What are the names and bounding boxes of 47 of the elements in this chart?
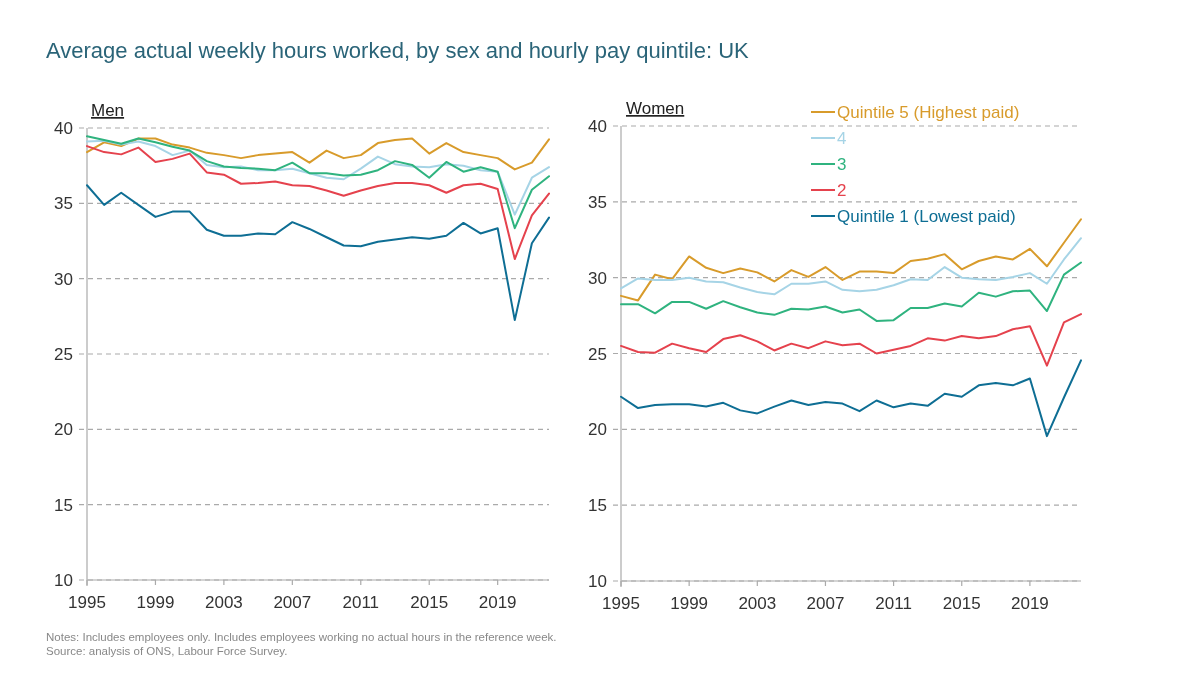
line-series (620, 313, 1082, 367)
x-tick-label: 2003 (204, 593, 243, 612)
line-series (620, 261, 1082, 322)
text: Notes: Includes employees only. Includes employees working no actual hours in the reference week. (46, 631, 557, 643)
y-tick-label: 35 (588, 192, 607, 212)
x-tick-label: 1999 (670, 594, 709, 613)
legend-label: Quintile 5 (Highest paid) (837, 103, 1020, 122)
legend-label: 4 (837, 129, 847, 148)
legend-label: 2 (837, 181, 847, 200)
y-tick-label: 30 (588, 268, 607, 288)
line-series (86, 145, 550, 261)
y-tick-label: 25 (54, 345, 73, 364)
x-tick-label: 2007 (806, 594, 845, 613)
x-tick-label: 2019 (478, 593, 517, 612)
y-tick-label: 15 (588, 496, 607, 516)
chart-subtitle: Men (91, 101, 125, 120)
y-tick-label: 10 (588, 572, 607, 591)
legend-label: 3 (837, 155, 847, 174)
line-series (86, 137, 550, 171)
line-series (86, 139, 550, 216)
chart-title: Average actual weekly hours worked, by sex and hourly pay quintile: UK (46, 38, 750, 63)
x-tick-label: 2019 (1010, 594, 1049, 613)
y-tick-label: 35 (54, 194, 73, 214)
x-tick-label: 2015 (942, 594, 981, 613)
y-tick-label: 30 (54, 269, 73, 289)
x-tick-label: 1995 (68, 593, 106, 612)
x-tick-label: 2007 (273, 593, 312, 612)
x-tick-label: 2015 (410, 593, 449, 612)
x-tick-label: 2011 (342, 593, 380, 612)
y-tick-label: 20 (54, 420, 73, 440)
source-note: Source: analysis of ONS, Labour Force Survey. (46, 645, 288, 657)
y-tick-label: 20 (588, 420, 607, 440)
x-tick-label: 1995 (602, 594, 640, 613)
line-series (86, 135, 550, 230)
y-tick-label: 10 (54, 571, 73, 590)
line-series (620, 237, 1082, 296)
line-series (86, 184, 550, 322)
y-tick-label: 40 (588, 117, 607, 136)
legend-label: Quintile 1 (Lowest paid) (837, 207, 1016, 226)
y-tick-label: 40 (54, 119, 73, 138)
x-tick-label: 2003 (738, 594, 777, 613)
chart-title: Women (626, 99, 685, 118)
x-tick-label: 1999 (136, 593, 175, 612)
x-tick-label: 2011 (875, 594, 912, 613)
y-tick-label: 25 (588, 344, 607, 364)
line-series (620, 359, 1082, 438)
y-tick-label: 15 (54, 495, 73, 515)
